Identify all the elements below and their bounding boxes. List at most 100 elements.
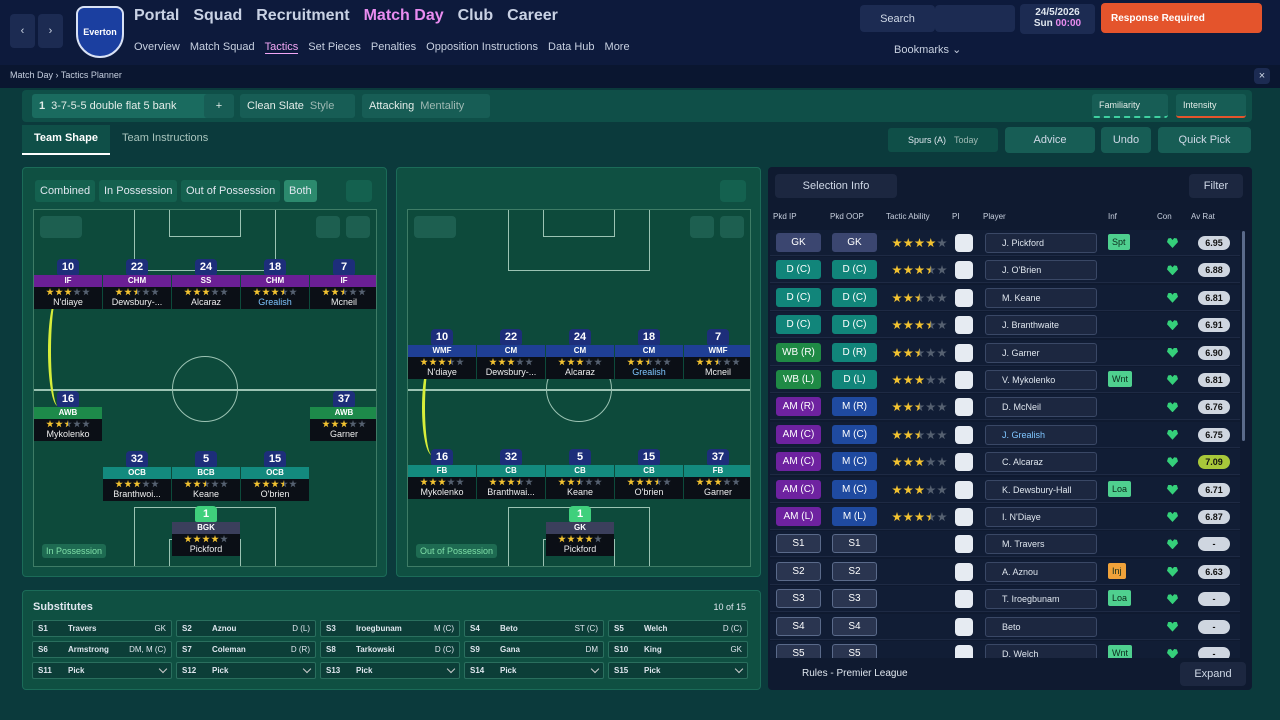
pi-icon[interactable]: [955, 316, 973, 335]
player-card[interactable]: 37 AWB Garner: [310, 391, 376, 441]
sub-slot[interactable]: S10 King GK: [608, 641, 748, 658]
table-row[interactable]: AM (R) M (R) D. McNeil 6.76: [770, 394, 1240, 421]
view-toggle[interactable]: Out of Possession: [181, 180, 281, 202]
player-select[interactable]: D. Welch: [985, 644, 1097, 658]
table-row[interactable]: WB (L) D (L) V. Mykolenko Wnt 6.81: [770, 367, 1240, 393]
pi-icon[interactable]: [955, 453, 973, 472]
sub-slot[interactable]: S4 Beto ST (C): [464, 620, 604, 637]
expand-button[interactable]: Expand: [1180, 662, 1246, 686]
pi-icon[interactable]: [955, 645, 973, 658]
sub-slot[interactable]: S8 Tarkowski D (C): [320, 641, 460, 658]
sub-slot[interactable]: S13 Pick: [320, 662, 460, 679]
player-select[interactable]: D. McNeil: [985, 397, 1097, 418]
player-select[interactable]: C. Alcaraz: [985, 452, 1097, 473]
nav-item[interactable]: Match Day: [363, 7, 444, 24]
settings-button[interactable]: [720, 180, 746, 202]
table-row[interactable]: AM (L) M (L) I. N'Diaye 6.87: [770, 504, 1240, 530]
pi-icon[interactable]: [955, 617, 973, 636]
sub-slot[interactable]: S2 Aznou D (L): [176, 620, 316, 637]
pi-icon[interactable]: [955, 234, 973, 252]
player-select[interactable]: J. Pickford: [985, 233, 1097, 253]
player-card[interactable]: 18 CHM Grealish: [241, 259, 309, 309]
forward-button[interactable]: ›: [38, 14, 63, 48]
sub-nav-item[interactable]: Set Pieces: [308, 41, 361, 53]
sub-slot[interactable]: S7 Coleman D (R): [176, 641, 316, 658]
pi-icon[interactable]: [955, 425, 973, 444]
player-card[interactable]: 1 GK Pickford: [546, 506, 614, 556]
club-crest[interactable]: Everton: [76, 6, 124, 58]
view-toggle[interactable]: Both: [284, 180, 317, 202]
intensity[interactable]: Intensity: [1176, 94, 1246, 118]
player-card[interactable]: 5 CB Keane: [546, 449, 614, 499]
pi-icon[interactable]: [955, 261, 973, 280]
table-row[interactable]: D (C) D (C) M. Keane 6.81: [770, 284, 1240, 311]
table-row[interactable]: S4 S4 Beto -: [770, 613, 1240, 640]
player-card[interactable]: 22 CHM Dewsbury-...: [103, 259, 171, 309]
view-toggle[interactable]: In Possession: [99, 180, 178, 202]
pi-icon[interactable]: [955, 508, 973, 526]
pi-icon[interactable]: [955, 590, 973, 609]
table-row[interactable]: D (C) D (C) J. O'Brien 6.88: [770, 257, 1240, 284]
player-card[interactable]: 24 SS Alcaraz: [172, 259, 240, 309]
style-select[interactable]: Clean Slate Style: [240, 94, 355, 118]
player-select[interactable]: A. Aznou: [985, 561, 1097, 582]
sub-slot[interactable]: S15 Pick: [608, 662, 748, 679]
alert-button[interactable]: Response Required: [1101, 3, 1262, 33]
search-button[interactable]: Search: [860, 5, 935, 32]
quick-pick-button[interactable]: Quick Pick: [1158, 127, 1251, 153]
sub-slot[interactable]: S3 Iroegbunam M (C): [320, 620, 460, 637]
sub-nav-item[interactable]: Tactics: [264, 41, 299, 54]
crumb[interactable]: Match Day: [10, 70, 54, 80]
sub-nav-item[interactable]: Opposition Instructions: [426, 41, 539, 53]
bookmarks[interactable]: Bookmarks ⌄: [894, 44, 962, 56]
pi-icon[interactable]: [955, 562, 973, 581]
player-select[interactable]: K. Dewsbury-Hall: [985, 479, 1097, 500]
sub-slot[interactable]: S14 Pick: [464, 662, 604, 679]
view-toggle[interactable]: Combined: [35, 180, 96, 202]
pitch-tool[interactable]: [316, 216, 340, 238]
sub-slot[interactable]: S11 Pick: [32, 662, 172, 679]
pi-icon[interactable]: [955, 535, 973, 554]
table-row[interactable]: AM (C) M (C) C. Alcaraz 7.09: [770, 449, 1240, 476]
table-row[interactable]: S3 S3 T. Iroegbunam Loa -: [770, 586, 1240, 613]
player-card[interactable]: 10 IF N'diaye: [34, 259, 102, 309]
pi-icon[interactable]: [955, 343, 973, 362]
date-box[interactable]: 24/5/2026 Sun 00:00: [1020, 4, 1095, 34]
player-select[interactable]: I. N'Diaye: [985, 507, 1097, 527]
player-card[interactable]: 32 CB Branthwai...: [477, 449, 545, 499]
player-card[interactable]: 10 WMF N'diaye: [408, 329, 476, 379]
sub-nav-item[interactable]: Match Squad: [189, 41, 255, 53]
tab[interactable]: Team Instructions: [122, 132, 209, 144]
sub-slot[interactable]: S6 Armstrong DM, M (C): [32, 641, 172, 658]
player-select[interactable]: J. Garner: [985, 342, 1097, 363]
player-select[interactable]: J. Grealish: [985, 424, 1097, 445]
table-row[interactable]: GK GK J. Pickford Spt 6.95: [770, 230, 1240, 256]
player-select[interactable]: Beto: [985, 616, 1097, 637]
table-row[interactable]: S5 S5 D. Welch Wnt -: [770, 641, 1240, 658]
table-row[interactable]: AM (C) M (C) K. Dewsbury-Hall Loa 6.71: [770, 476, 1240, 503]
table-row[interactable]: WB (R) D (R) J. Garner 6.90: [770, 339, 1240, 366]
advice-button[interactable]: Advice: [1005, 127, 1095, 153]
pi-icon[interactable]: [955, 288, 973, 307]
sub-nav-item[interactable]: Overview: [134, 41, 180, 53]
pitch-tool[interactable]: [720, 216, 744, 238]
pi-icon[interactable]: [955, 371, 973, 389]
pitch-tool[interactable]: [346, 216, 370, 238]
nav-item[interactable]: Career: [507, 7, 558, 24]
match-info[interactable]: Spurs (A) Today: [888, 128, 998, 152]
sub-slot[interactable]: S1 Travers GK: [32, 620, 172, 637]
player-select[interactable]: M. Travers: [985, 534, 1097, 555]
close-button[interactable]: ×: [1254, 68, 1270, 84]
nav-item[interactable]: Portal: [134, 7, 180, 24]
pi-icon[interactable]: [955, 480, 973, 499]
tab[interactable]: Team Shape: [22, 125, 110, 155]
table-row[interactable]: D (C) D (C) J. Branthwaite 6.91: [770, 312, 1240, 339]
player-card[interactable]: 18 CM Grealish: [615, 329, 683, 379]
settings-button[interactable]: [346, 180, 372, 202]
player-select[interactable]: J. O'Brien: [985, 260, 1097, 281]
nav-item[interactable]: Club: [457, 7, 494, 24]
player-card[interactable]: 7 IF Mcneil: [310, 259, 376, 309]
undo-button[interactable]: Undo: [1101, 127, 1151, 153]
table-row[interactable]: S1 S1 M. Travers -: [770, 531, 1240, 558]
back-button[interactable]: ‹: [10, 14, 35, 48]
